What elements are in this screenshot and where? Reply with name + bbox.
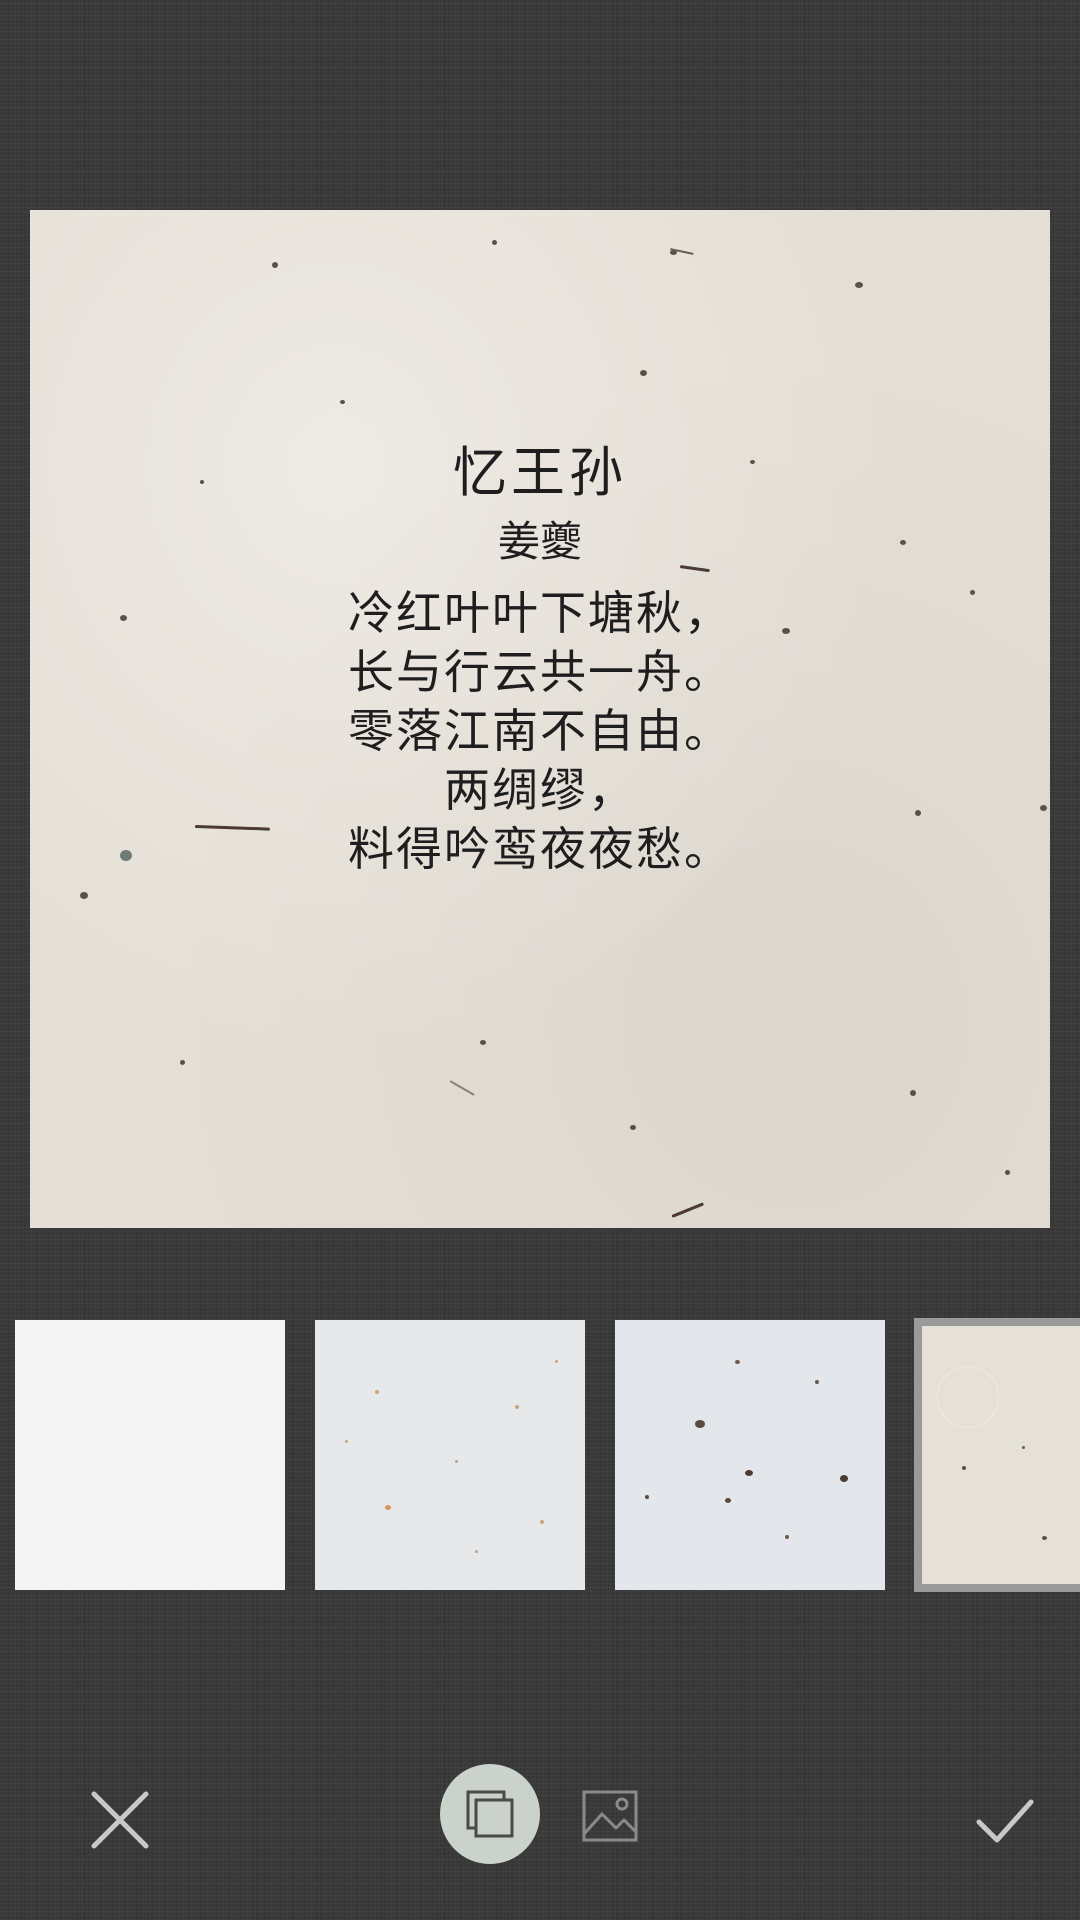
poem-block: 忆王孙 姜夔 冷红叶叶下塘秋， 长与行云共一舟。 零落江南不自由。 两绸缪， 料… — [30, 438, 1050, 879]
confirm-button[interactable] — [955, 1770, 1055, 1870]
paper-speck — [180, 1060, 185, 1065]
texture-dot — [475, 1550, 478, 1553]
texture-thumbnail-fiber-blue-gray[interactable] — [615, 1320, 885, 1590]
texture-dot — [455, 1460, 458, 1463]
paper-speck — [1040, 805, 1047, 811]
paper-speck — [1005, 1170, 1010, 1175]
close-icon — [91, 1791, 149, 1849]
texture-picker — [0, 1318, 1080, 1594]
paper-speck — [80, 892, 88, 899]
texture-dot — [725, 1498, 731, 1503]
image-icon — [582, 1790, 638, 1842]
paper-speck — [480, 1040, 486, 1045]
texture-dot — [345, 1440, 348, 1443]
poem-title: 忆王孙 — [453, 441, 627, 504]
paper-speck — [272, 262, 278, 268]
texture-dot — [815, 1380, 819, 1384]
texture-dot — [1042, 1536, 1047, 1540]
paper-speck — [750, 460, 755, 464]
paper-speck — [900, 540, 906, 545]
check-icon — [976, 1799, 1034, 1843]
paper-speck — [340, 400, 345, 404]
bottom-toolbar — [0, 1740, 1080, 1880]
close-button[interactable] — [70, 1770, 170, 1870]
paper-speck — [120, 615, 127, 621]
paper-speck — [200, 480, 204, 484]
texture-dot — [937, 1366, 999, 1428]
paper-speck — [670, 250, 677, 255]
paper-speck — [782, 628, 790, 634]
paper-speck — [640, 370, 647, 376]
paper-fiber — [671, 1202, 705, 1218]
texture-dot — [745, 1470, 753, 1476]
texture-dot — [515, 1405, 519, 1409]
paper-speck — [630, 1125, 636, 1130]
paper-speck — [970, 590, 975, 595]
texture-thumbnail-speckled-gray[interactable] — [315, 1320, 585, 1590]
texture-dot — [555, 1360, 558, 1363]
paper-preview: 忆王孙 姜夔 冷红叶叶下塘秋， 长与行云共一舟。 零落江南不自由。 两绸缪， 料… — [30, 210, 1050, 1228]
texture-dot — [962, 1466, 966, 1470]
poem-line: 冷红叶叶下塘秋， — [348, 586, 732, 640]
poem-line: 零落江南不自由。 — [348, 704, 732, 758]
paper-speck — [492, 240, 497, 245]
texture-dot — [1022, 1446, 1025, 1449]
texture-dot — [385, 1505, 391, 1510]
poem-author: 姜夔 — [497, 517, 582, 566]
paper-speck — [120, 850, 132, 861]
texture-dot — [695, 1420, 705, 1428]
poem-line: 料得吟鸾夜夜愁。 — [348, 822, 732, 876]
paper-speck — [915, 810, 921, 816]
texture-dot — [375, 1390, 379, 1394]
texture-thumbnail-rice-paper-beige[interactable] — [914, 1318, 1080, 1592]
texture-dot — [645, 1495, 649, 1499]
paper-speck — [855, 282, 863, 288]
poem-line: 两绸缪， — [444, 763, 636, 817]
texture-dot — [785, 1535, 789, 1539]
texture-layers-button[interactable] — [440, 1764, 540, 1864]
paper-speck — [910, 1090, 916, 1096]
texture-dot — [540, 1520, 544, 1524]
texture-dot — [735, 1360, 740, 1364]
texture-thumbnail-plain-white[interactable] — [15, 1320, 285, 1590]
paper-fiber — [449, 1080, 475, 1096]
background-image-button[interactable] — [560, 1766, 660, 1866]
layers-icon — [466, 1790, 514, 1838]
texture-dot — [840, 1475, 848, 1482]
poem-line: 长与行云共一舟。 — [348, 645, 732, 699]
